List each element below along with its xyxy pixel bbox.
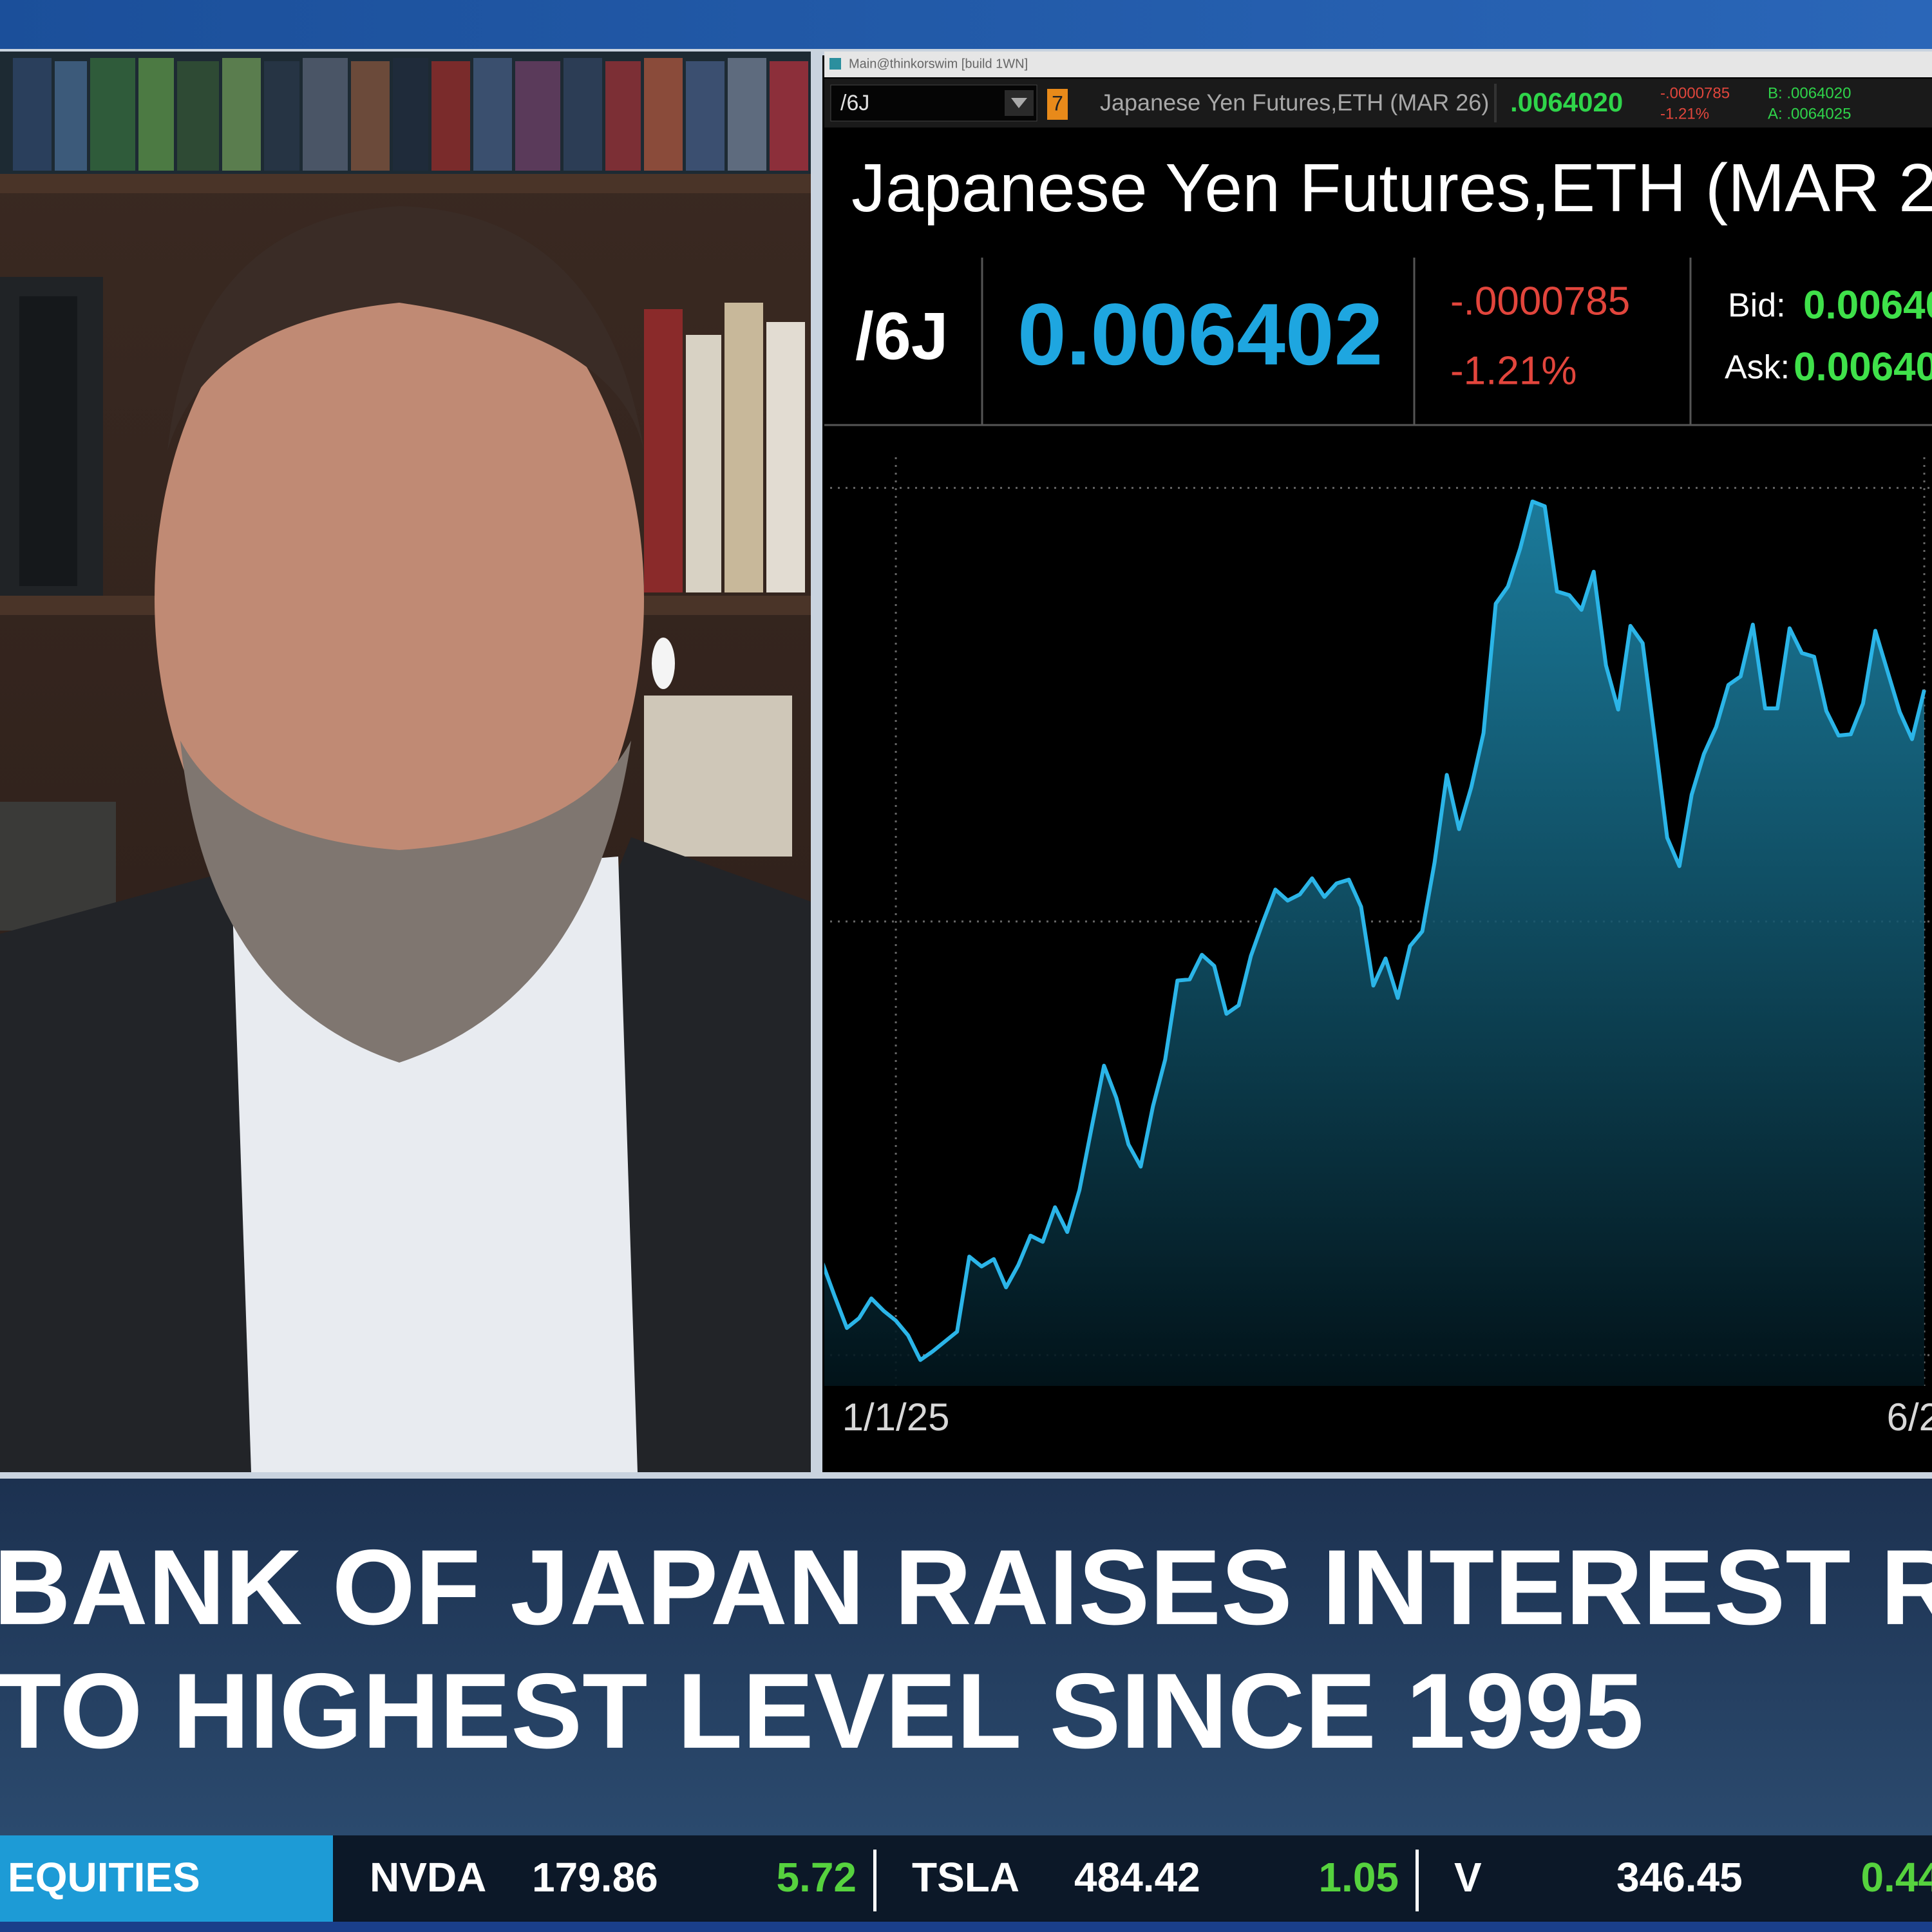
toolbar-separator: [1494, 84, 1497, 122]
quote-title: Japanese Yen Futures,ETH (MAR 26): [851, 150, 1932, 226]
ticker-label: EQUITIES: [8, 1854, 200, 1900]
quote-change-pct: -1.21%: [1450, 348, 1577, 393]
quote-last: 0.006402: [1018, 285, 1383, 383]
ticker-price: 484.42: [1074, 1854, 1200, 1900]
toolbar-symbol: /6J: [840, 91, 869, 115]
shelf: [0, 174, 811, 193]
toolbar-description: Japanese Yen Futures,ETH (MAR 26): [1100, 90, 1489, 116]
suit-right: [580, 837, 811, 1472]
ticker-price: 346.45: [1616, 1854, 1743, 1900]
face: [155, 238, 644, 960]
headline-line: BANK OF JAPAN RAISES INTEREST RATES: [0, 1528, 1932, 1647]
earbud: [652, 638, 675, 689]
toolbar-bid: B: .0064020: [1768, 84, 1851, 102]
toolbar-ask: A: .0064025: [1768, 105, 1851, 122]
ticker-symbol: V: [1454, 1854, 1482, 1900]
quote-symbol: /6J: [855, 299, 949, 374]
ticker-change: 1.05: [1318, 1854, 1399, 1900]
link-badge[interactable]: [1047, 89, 1068, 120]
top-bar: [0, 0, 1932, 52]
ticker-change: 5.72: [776, 1854, 857, 1900]
link-number: 7: [1052, 91, 1063, 115]
bid-label: Bid:: [1728, 287, 1786, 325]
ticker-label-box: [0, 1835, 333, 1922]
bid-value: 0.0064020: [1803, 283, 1932, 327]
ticker-price: 179.86: [532, 1854, 658, 1900]
window-title: Main@thinkorswim [build 1WN]: [849, 57, 1028, 71]
toolbar-change-pct: -1.21%: [1660, 105, 1709, 122]
video-feed: [0, 52, 811, 1472]
frame-border: [0, 1472, 1932, 1479]
beard: [180, 741, 631, 1063]
hair: [167, 206, 644, 451]
headline-band: [0, 1479, 1932, 1835]
ticker-change: 0.44: [1861, 1854, 1932, 1900]
ticker-symbol: NVDA: [370, 1854, 486, 1900]
toolbar-change: -.0000785: [1660, 84, 1730, 102]
headline-line: TO HIGHEST LEVEL SINCE 1995: [0, 1652, 1643, 1771]
plot: 1/1/25 6/23: [824, 457, 1932, 1439]
books: [0, 58, 808, 857]
chart-window: Main@thinkorswim [build 1WN] /6J 7 Japan…: [824, 52, 1932, 1472]
window-title-bar: [824, 52, 1932, 77]
ticker-separator: [1416, 1850, 1419, 1911]
quote-change: -.0000785: [1450, 279, 1630, 323]
ticker-symbol: TSLA: [912, 1854, 1019, 1900]
ticker-separator: [873, 1850, 876, 1911]
window-icon: [829, 58, 841, 70]
ask-value: 0.0064025: [1794, 345, 1932, 389]
x-tick-label: 6/23: [1887, 1396, 1932, 1439]
x-tick-label: 1/1/25: [842, 1396, 950, 1439]
ticker-items: NVDA 179.86 5.72 TSLA 484.42 1.05 V 346.45 0.44: [370, 1850, 1932, 1911]
symbol-box[interactable]: [830, 84, 1037, 122]
suit-left: [0, 876, 270, 1472]
price-line: [824, 499, 1926, 1362]
area-fill: [824, 501, 1924, 1386]
ask-label: Ask:: [1725, 349, 1790, 386]
panel-divider: [811, 52, 822, 1472]
toolbar-last: .0064020: [1510, 87, 1623, 117]
bottom-strip: [0, 1922, 1932, 1932]
dropdown-arrow: [1011, 98, 1027, 108]
